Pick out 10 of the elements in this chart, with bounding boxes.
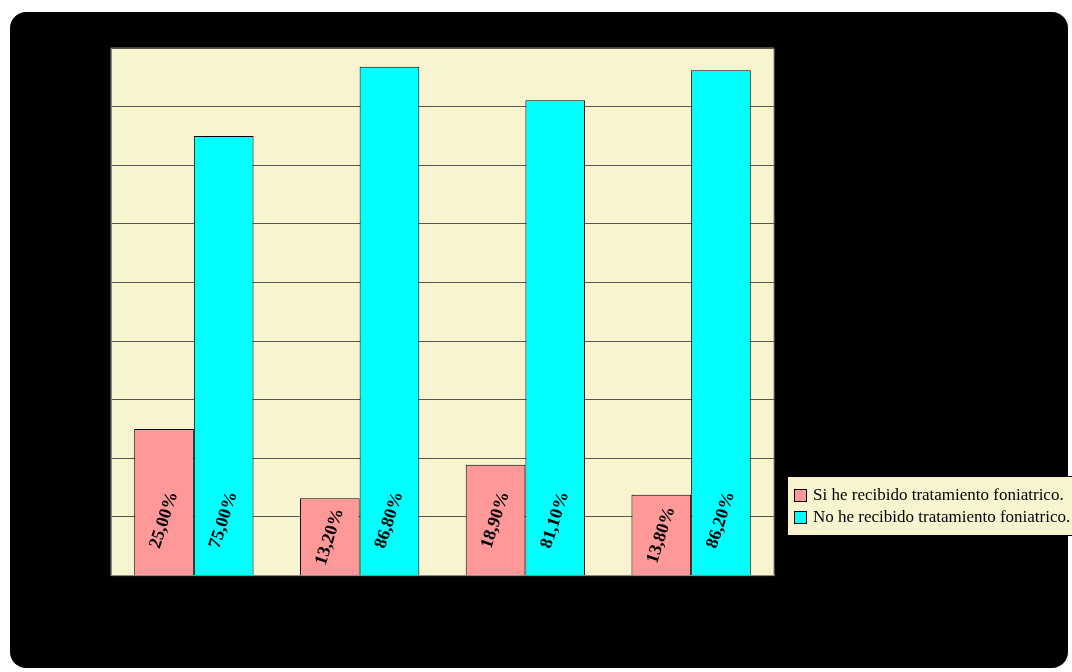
data-label: 86,80% <box>369 488 407 551</box>
legend-label: No he recibido tratamiento foniatrico. <box>813 507 1071 527</box>
data-label: 13,20% <box>309 505 348 568</box>
data-label: 75,00% <box>203 488 241 551</box>
legend-label: Si he recibido tratamiento foniatrico. <box>813 485 1064 505</box>
data-label: 13,80% <box>641 503 679 566</box>
data-label: 86,20% <box>701 488 739 551</box>
data-label: 18,90% <box>475 488 513 551</box>
data-label: 81,10% <box>535 488 573 551</box>
data-label: 25,00% <box>144 488 182 551</box>
